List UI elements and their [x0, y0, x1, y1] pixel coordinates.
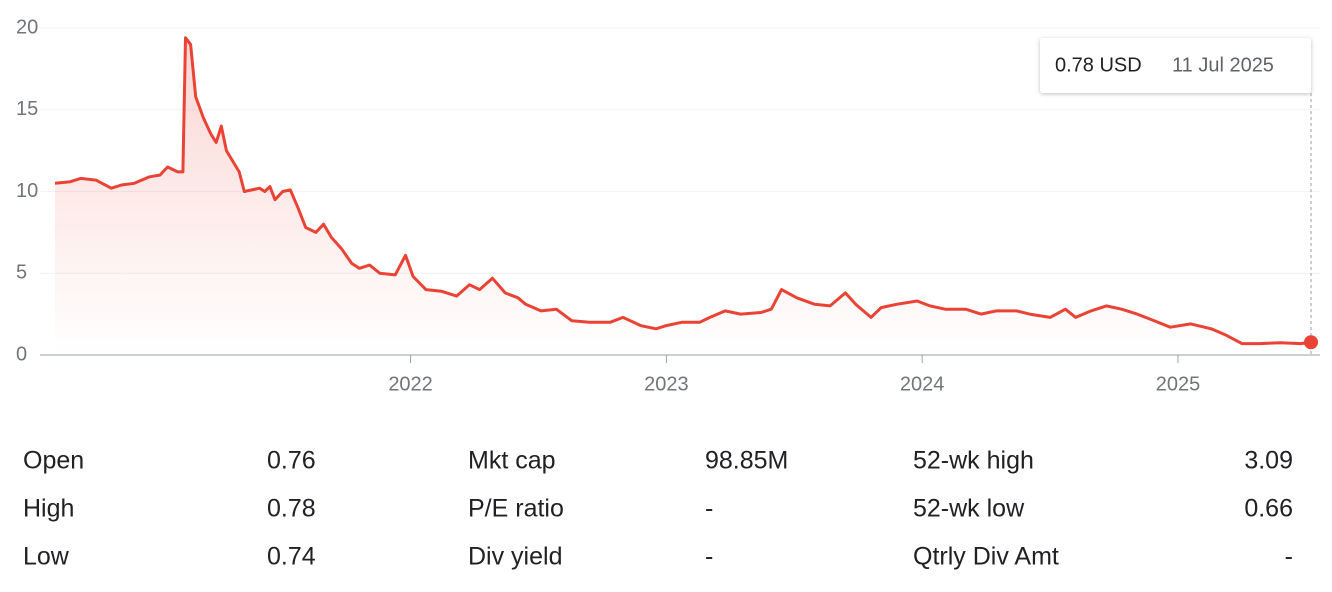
stat-label: Open [23, 447, 84, 475]
y-tick-label: 20 [16, 16, 38, 38]
x-tick-label: 2022 [388, 373, 433, 395]
stat-value: 3.09 [1244, 447, 1293, 475]
price-line [54, 36, 1312, 346]
stat-label: P/E ratio [468, 495, 564, 523]
stat-value: - [705, 495, 713, 523]
stat-value: 0.76 [267, 447, 316, 475]
y-tick-label: 0 [16, 343, 27, 365]
stat-label: High [23, 495, 74, 523]
y-tick-label: 10 [16, 180, 38, 202]
stat-label: Qtrly Div Amt [913, 543, 1059, 571]
stat-label: Low [23, 543, 70, 571]
stat-value: - [705, 543, 713, 571]
stat-label: Mkt cap [468, 447, 556, 475]
tooltip-date: 11 Jul 2025 [1172, 54, 1274, 76]
stat-label: 52-wk high [913, 447, 1034, 475]
stat-value: 0.78 [267, 495, 316, 523]
stat-value: - [1285, 543, 1293, 571]
last-point [1304, 335, 1318, 350]
y-tick-label: 15 [16, 98, 38, 120]
stat-value: 0.74 [267, 543, 316, 571]
stat-value: 0.66 [1244, 495, 1293, 523]
x-tick-label: 2025 [1156, 373, 1201, 395]
stat-label: Div yield [468, 543, 562, 571]
x-tick-label: 2024 [900, 373, 945, 395]
tooltip: 0.78 USD 11 Jul 2025 [1040, 38, 1311, 93]
tooltip-price: 0.78 USD [1055, 54, 1142, 76]
stat-label: 52-wk low [913, 495, 1025, 523]
y-tick-label: 5 [16, 262, 27, 284]
tooltip-box [1040, 38, 1311, 93]
x-tick-label: 2023 [644, 373, 689, 395]
area-fill [55, 37, 1311, 356]
stat-value: 98.85M [705, 447, 788, 475]
